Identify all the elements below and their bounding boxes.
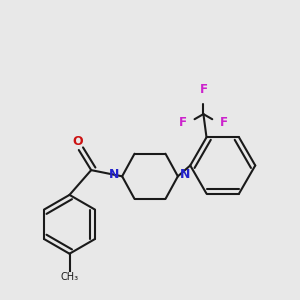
Text: N: N [180,168,191,181]
Text: CH₃: CH₃ [60,272,79,282]
Text: F: F [200,82,207,95]
Text: F: F [179,116,187,129]
Text: O: O [72,134,83,148]
Text: N: N [109,168,120,181]
Text: F: F [220,116,228,129]
